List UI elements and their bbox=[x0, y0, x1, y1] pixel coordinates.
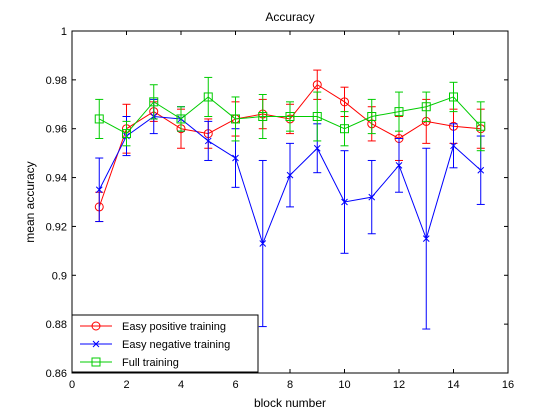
data-point bbox=[422, 235, 430, 242]
x-tick-label: 4 bbox=[178, 379, 184, 391]
data-point bbox=[204, 137, 212, 145]
legend-marker bbox=[91, 357, 101, 367]
y-tick-label: 0.96 bbox=[46, 124, 67, 136]
legend-label: Full training bbox=[122, 357, 179, 369]
data-point bbox=[122, 129, 131, 139]
data-point bbox=[313, 144, 321, 152]
data-point bbox=[367, 112, 377, 121]
data-point bbox=[421, 102, 431, 112]
x-axis-label: block number bbox=[254, 396, 326, 410]
data-point bbox=[395, 162, 403, 169]
legend-marker bbox=[92, 340, 100, 348]
data-point bbox=[340, 97, 349, 107]
data-point bbox=[341, 198, 348, 206]
x-tick-label: 14 bbox=[447, 379, 459, 391]
data-point bbox=[312, 80, 322, 90]
series-layer bbox=[94, 69, 486, 330]
data-point bbox=[368, 193, 376, 201]
x-tick-label: 2 bbox=[123, 379, 129, 391]
data-point bbox=[312, 112, 322, 121]
y-tick-label: 0.86 bbox=[46, 368, 67, 380]
data-point bbox=[340, 124, 349, 134]
x-tick-label: 6 bbox=[232, 379, 238, 391]
x-tick-label: 10 bbox=[338, 379, 350, 391]
legend-label: Easy negative training bbox=[122, 339, 230, 351]
data-point bbox=[149, 97, 159, 107]
y-tick-label: 0.9 bbox=[52, 270, 67, 282]
data-point bbox=[477, 166, 485, 174]
x-tick-label: 12 bbox=[393, 379, 405, 391]
data-point bbox=[476, 121, 486, 131]
data-point bbox=[176, 114, 186, 124]
data-point bbox=[286, 171, 294, 179]
data-point bbox=[232, 154, 239, 162]
y-tick-label: 0.94 bbox=[46, 173, 67, 185]
x-tick-label: 8 bbox=[287, 379, 293, 391]
y-tick-label: 1 bbox=[61, 26, 67, 38]
data-point bbox=[203, 92, 213, 102]
data-point bbox=[231, 114, 240, 124]
data-point bbox=[259, 240, 267, 247]
legend-label: Easy positive training bbox=[122, 321, 226, 333]
data-point bbox=[449, 92, 458, 102]
y-axis-label: mean accuracy bbox=[23, 161, 37, 242]
data-point bbox=[394, 107, 404, 117]
series-2 bbox=[94, 76, 486, 152]
x-tick-label: 16 bbox=[502, 379, 514, 391]
data-point bbox=[94, 114, 104, 124]
y-tick-label: 0.88 bbox=[46, 319, 67, 331]
data-point bbox=[450, 142, 457, 150]
legend-marker bbox=[91, 321, 101, 331]
data-point bbox=[95, 186, 103, 194]
chart-title: Accuracy bbox=[265, 10, 314, 24]
y-tick-label: 0.92 bbox=[46, 221, 67, 233]
y-tick-label: 0.98 bbox=[46, 75, 67, 87]
data-point bbox=[285, 112, 295, 121]
data-point bbox=[258, 112, 268, 121]
legend: Easy positive training Easy negative trai… bbox=[71, 314, 259, 373]
x-tick-label: 0 bbox=[69, 379, 75, 391]
